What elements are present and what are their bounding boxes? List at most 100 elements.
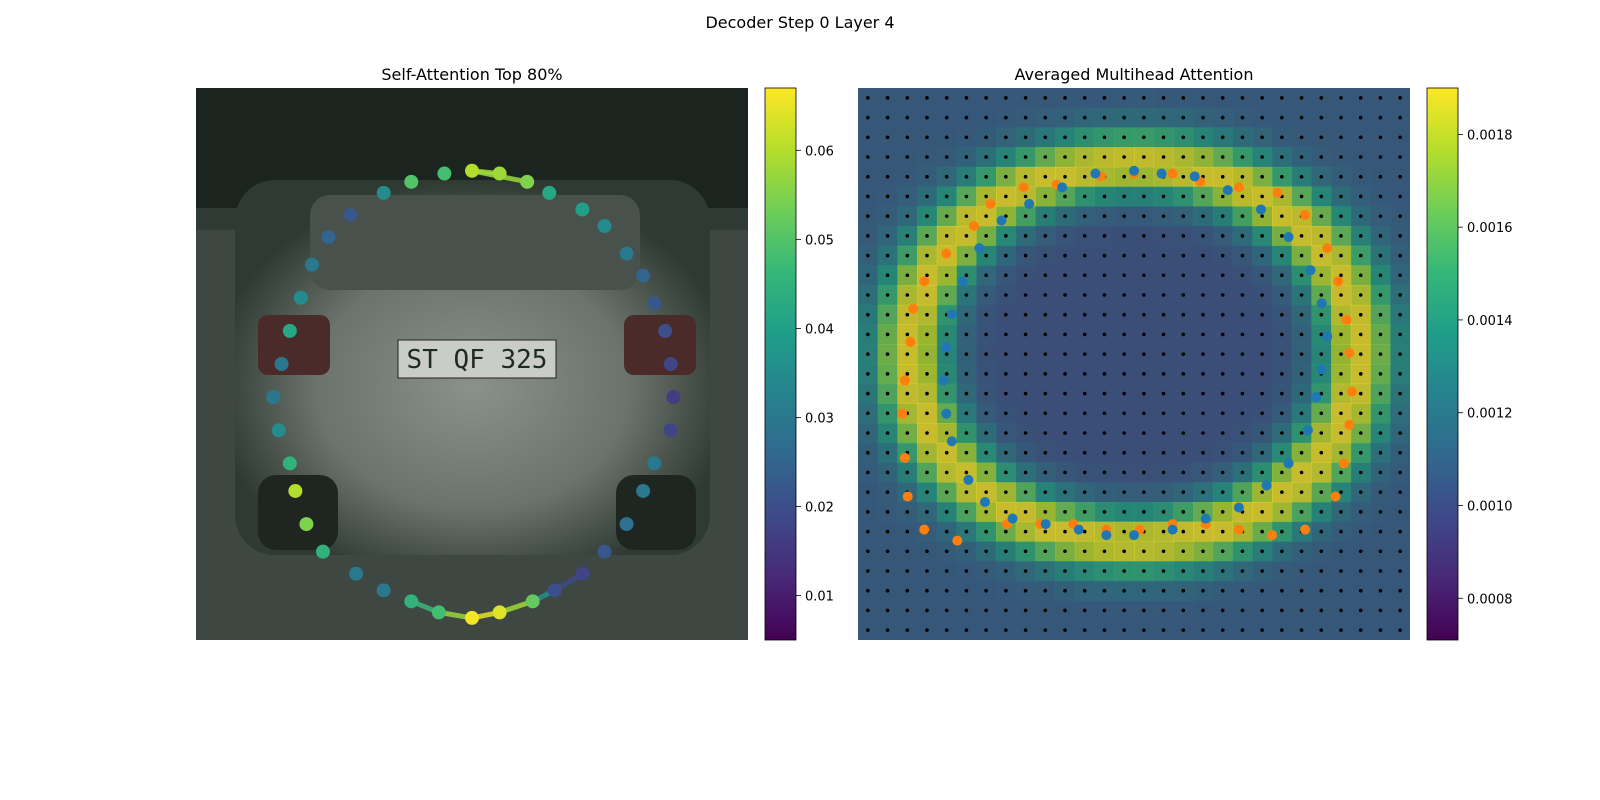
ground-truth-point (1018, 182, 1029, 193)
attention-point (492, 166, 507, 181)
ground-truth-point (1322, 243, 1333, 254)
grid-dot (1082, 234, 1087, 238)
grid-dot (1280, 608, 1284, 613)
grid-dot (1201, 214, 1205, 218)
grid-dot (1240, 115, 1245, 120)
photo-wheel-left (258, 475, 338, 550)
grid-dot (1319, 450, 1324, 455)
grid-dot (1161, 588, 1166, 593)
left-colorbar (764, 87, 797, 641)
grid-dot (1142, 450, 1146, 455)
attention-point (658, 323, 673, 338)
grid-dot (1240, 628, 1245, 632)
grid-dot (1082, 194, 1087, 199)
grid-dot (1122, 569, 1126, 573)
grid-dot (984, 391, 988, 396)
right-heatmap-panel (858, 88, 1410, 640)
predicted-point (1261, 480, 1272, 491)
grid-dot (1299, 549, 1304, 554)
grid-dot (1220, 234, 1225, 238)
grid-dot (944, 135, 949, 140)
grid-dot (1102, 490, 1107, 494)
grid-dot (964, 155, 969, 159)
grid-dot (1102, 588, 1107, 593)
grid-dot (1181, 628, 1186, 632)
grid-dot (1161, 293, 1166, 297)
grid-dot (1181, 431, 1186, 435)
grid-dot (1220, 569, 1225, 573)
grid-dot (1299, 96, 1304, 100)
attention-point (465, 610, 479, 625)
grid-dot (1043, 549, 1048, 554)
left-photo-panel: ST QF 325 (196, 88, 748, 640)
grid-dot (984, 312, 988, 317)
grid-dot (1240, 470, 1245, 475)
grid-dot (866, 253, 870, 258)
grid-dot (944, 332, 949, 337)
grid-dot (1082, 569, 1087, 573)
grid-dot (984, 510, 988, 514)
grid-dot (885, 628, 890, 632)
grid-dot (1142, 293, 1146, 297)
predicted-point (1129, 530, 1139, 541)
predicted-point (979, 497, 990, 507)
grid-dot (1023, 490, 1028, 494)
grid-dot (1260, 529, 1264, 534)
grid-dot (1220, 372, 1225, 376)
grid-dot (1299, 135, 1304, 140)
grid-dot (1161, 352, 1166, 356)
grid-dot (1358, 470, 1363, 475)
left-colorbar-ticks: 0.01 0.02 0.03 0.04 0.05 0.06 (796, 144, 834, 604)
grid-dot (1280, 391, 1284, 396)
grid-dot (1161, 608, 1166, 613)
grid-dot (1339, 174, 1343, 179)
grid-dot (944, 214, 949, 218)
grid-dot (1398, 115, 1402, 120)
grid-dot (1102, 253, 1107, 258)
grid-dot (1339, 352, 1343, 356)
grid-dot (1004, 273, 1008, 278)
grid-dot (1023, 352, 1028, 356)
grid-dot (1398, 194, 1402, 199)
grid-dot (1299, 411, 1304, 416)
grid-dot (944, 293, 949, 297)
grid-dot (1299, 431, 1304, 435)
attention-point (404, 174, 419, 189)
grid-dot (1122, 588, 1126, 593)
grid-dot (1142, 588, 1146, 593)
ground-truth-point (1233, 524, 1244, 535)
grid-dot (964, 470, 969, 475)
grid-dot (1161, 312, 1166, 317)
grid-dot (984, 194, 988, 199)
grid-dot (1043, 273, 1048, 278)
grid-dot (1142, 115, 1146, 120)
photo-plate-text: ST QF 325 (407, 345, 548, 375)
grid-dot (1201, 431, 1205, 435)
grid-dot (1004, 529, 1008, 534)
grid-dot (1082, 96, 1087, 100)
grid-dot (1102, 510, 1107, 514)
grid-dot (1260, 115, 1264, 120)
predicted-point (963, 474, 974, 485)
grid-dot (1023, 608, 1028, 613)
grid-dot (1201, 490, 1205, 494)
predicted-point (1073, 524, 1084, 535)
grid-dot (1161, 115, 1166, 120)
grid-dot (1082, 293, 1087, 297)
grid-dot (1181, 549, 1186, 554)
grid-dot (1181, 470, 1186, 475)
grid-dot (1201, 549, 1205, 554)
grid-dot (1161, 549, 1166, 554)
grid-dot (1043, 372, 1048, 376)
grid-dot (944, 450, 949, 455)
grid-dot (1339, 234, 1343, 238)
grid-dot (1181, 234, 1186, 238)
grid-dot (1280, 115, 1284, 120)
grid-dot (925, 312, 929, 317)
grid-dot (1398, 628, 1402, 632)
grid-dot (1398, 155, 1402, 159)
grid-dot (944, 391, 949, 396)
grid-dot (1063, 450, 1067, 455)
grid-dot (1398, 312, 1402, 317)
grid-dot (964, 115, 969, 120)
